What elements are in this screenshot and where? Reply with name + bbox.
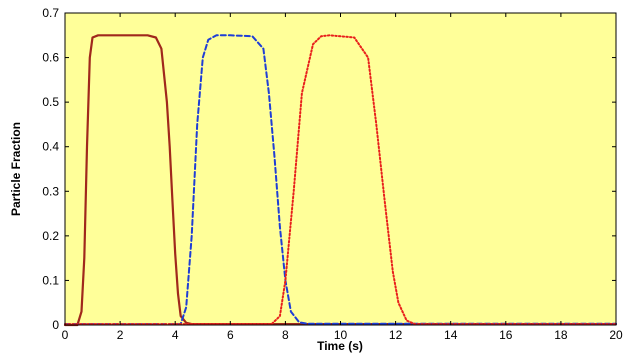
series-layer [63, 34, 618, 327]
y-axis-label: Particle Fraction [9, 122, 23, 216]
y-axis: 0 0.1 0.2 0.3 0.4 0.5 0.6 0.7 [42, 6, 616, 332]
y-tick-label: 0.4 [42, 140, 59, 154]
plot-area [65, 13, 616, 325]
x-tick-label: 2 [117, 328, 124, 342]
series-line-1-solid [63, 34, 618, 327]
y-tick-label: 0.3 [42, 184, 59, 198]
x-tick-label: 0 [62, 328, 69, 342]
y-tick-label: 0.2 [42, 229, 59, 243]
x-tick-label: 20 [609, 328, 623, 342]
y-tick-label: 0.5 [42, 95, 59, 109]
y-tick-label: 0.1 [42, 273, 59, 287]
x-axis: 0 2 4 6 8 10 12 14 16 18 20 [62, 13, 623, 342]
y-tick-label: 0.7 [42, 6, 59, 20]
series-line-3-dotted [64, 34, 617, 326]
x-tick-label: 16 [499, 328, 513, 342]
series-line-2-dashed [64, 34, 617, 326]
x-axis-label: Time (s) [317, 339, 363, 353]
x-tick-label: 8 [282, 328, 289, 342]
x-tick-label: 10 [334, 328, 348, 342]
x-tick-label: 6 [227, 328, 234, 342]
y-tick-label: 0 [52, 318, 59, 332]
x-tick-label: 12 [389, 328, 403, 342]
y-tick-label: 0.6 [42, 51, 59, 65]
x-tick-label: 4 [172, 328, 179, 342]
x-tick-label: 18 [554, 328, 568, 342]
x-tick-label: 14 [444, 328, 458, 342]
